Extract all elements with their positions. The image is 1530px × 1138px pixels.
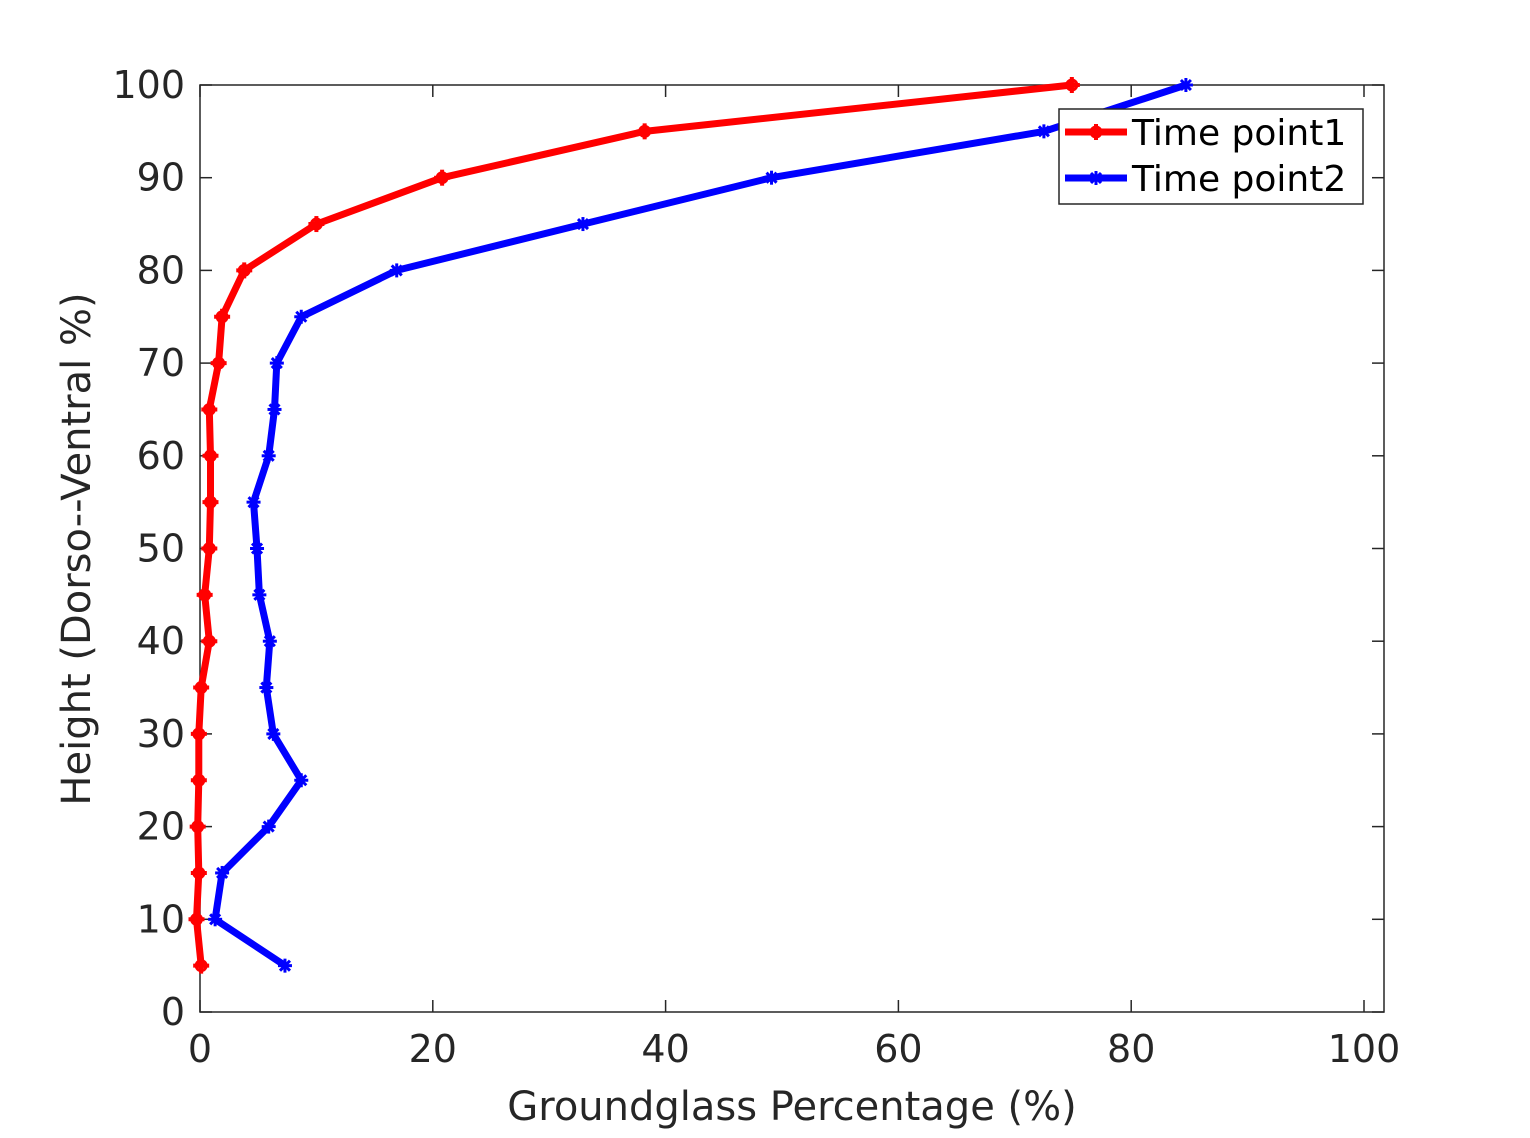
data-point-time-point2 — [294, 309, 309, 324]
data-point-time-point1 — [434, 169, 451, 186]
y-tick-label: 50 — [137, 527, 185, 571]
y-tick-label: 30 — [137, 712, 185, 756]
plot-area — [199, 84, 1385, 1013]
data-point-time-point2 — [294, 773, 309, 788]
data-point-time-point2 — [266, 726, 281, 741]
legend-marker-time-point2 — [1089, 171, 1103, 185]
x-tick-label: 80 — [1107, 1027, 1155, 1071]
data-point-time-point1 — [236, 262, 253, 279]
data-point-time-point1 — [1063, 77, 1080, 93]
legend: Time point1 Time point2 — [1058, 108, 1364, 205]
data-point-time-point2 — [1036, 124, 1051, 139]
x-tick-label: 60 — [874, 1027, 922, 1071]
data-point-time-point2 — [259, 680, 274, 695]
y-axis-label: Height (Dorso--Ventral %) — [54, 292, 100, 805]
y-tick-label: 0 — [161, 990, 185, 1034]
data-point-time-point1 — [201, 633, 218, 650]
data-point-time-point1 — [189, 818, 206, 835]
data-point-time-point1 — [214, 308, 231, 325]
data-point-time-point1 — [202, 447, 219, 464]
data-point-time-point2 — [261, 448, 276, 463]
data-point-time-point1 — [190, 772, 207, 789]
y-tick-label: 70 — [137, 341, 185, 385]
data-point-time-point2 — [764, 170, 779, 185]
data-point-time-point2 — [575, 217, 590, 232]
data-point-time-point2 — [269, 356, 284, 371]
axis-ticks: 0 20 40 60 80 100 0 10 20 30 40 50 60 70 80 90 100 — [112, 63, 1400, 1071]
data-point-time-point2 — [262, 634, 277, 649]
legend-box — [1058, 108, 1364, 205]
data-point-time-point1 — [202, 494, 219, 511]
data-point-time-point1 — [188, 911, 205, 928]
data-point-time-point2 — [246, 495, 261, 510]
data-point-time-point2 — [208, 912, 223, 927]
series-layer — [188, 77, 1193, 974]
y-tick-label: 40 — [137, 619, 185, 663]
data-point-time-point2 — [215, 865, 230, 880]
legend-marker-glyph — [1089, 171, 1103, 185]
y-tick-label: 80 — [137, 248, 185, 292]
y-tick-label: 20 — [137, 805, 185, 849]
data-point-time-point2 — [277, 958, 292, 973]
data-point-time-point1 — [636, 123, 653, 140]
data-point-time-point1 — [190, 864, 207, 881]
data-point-time-point2 — [250, 541, 265, 556]
data-point-time-point2 — [1178, 78, 1193, 92]
data-point-time-point1 — [308, 216, 325, 233]
data-point-time-point2 — [261, 819, 276, 834]
y-tick-label: 60 — [137, 434, 185, 478]
data-point-time-point1 — [193, 957, 210, 974]
data-point-time-point1 — [196, 586, 213, 603]
x-tick-label: 100 — [1328, 1027, 1401, 1071]
legend-marker-glyph — [1088, 124, 1104, 140]
x-tick-label: 0 — [188, 1027, 212, 1071]
legend-label-time-point2: Time point2 — [1131, 159, 1346, 200]
series-line-time-point2 — [211, 81, 1190, 970]
data-point-time-point1 — [210, 355, 227, 372]
x-axis-label: Groundglass Percentage (%) — [507, 1084, 1077, 1130]
y-tick-label: 90 — [137, 156, 185, 200]
y-tick-label: 100 — [112, 63, 185, 107]
data-point-time-point2 — [389, 263, 404, 278]
data-point-time-point1 — [201, 401, 218, 418]
data-point-time-point2 — [267, 402, 282, 417]
y-tick-label: 10 — [137, 897, 185, 941]
data-point-time-point1 — [201, 540, 218, 557]
data-point-time-point1 — [190, 725, 207, 742]
x-tick-label: 40 — [641, 1027, 689, 1071]
x-tick-label: 20 — [409, 1027, 457, 1071]
data-point-time-point2 — [252, 587, 267, 602]
legend-label-time-point1: Time point1 — [1131, 113, 1346, 154]
data-point-time-point1 — [193, 679, 210, 696]
legend-marker-time-point1 — [1088, 124, 1104, 140]
